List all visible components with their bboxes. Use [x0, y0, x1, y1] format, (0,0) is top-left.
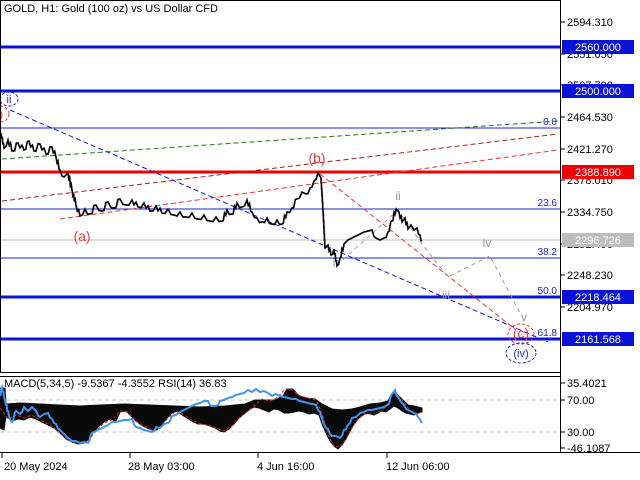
- wave-degree-label: (iv): [513, 348, 528, 360]
- fib-level-label: 23.6: [538, 198, 558, 209]
- y-axis-tick-label: 2248.230: [567, 270, 613, 282]
- price-badge-label: 2296.726: [575, 235, 621, 247]
- wave-label: iii: [442, 288, 450, 302]
- trendline: [59, 149, 559, 220]
- wave-label: (b): [308, 150, 325, 166]
- price-badge-label: 2560.000: [575, 42, 621, 54]
- indicator-axis-label: -46.1087: [567, 443, 610, 455]
- trendline: [319, 173, 517, 331]
- x-axis-date-label: 20 May 2024: [4, 461, 68, 473]
- trendline: [9, 109, 549, 343]
- wave-degree-circle: [0, 105, 10, 123]
- wave-degree-label: ii: [7, 94, 12, 106]
- y-axis-tick-label: 2204.970: [567, 302, 613, 314]
- wave-label: v: [521, 310, 527, 324]
- x-axis-date-label: 4 Jun 16:00: [257, 461, 315, 473]
- wave-label: ii: [395, 189, 400, 203]
- price-badge: [562, 290, 634, 304]
- fib-level-label: 38.2: [538, 247, 558, 258]
- price-series: [0, 132, 423, 268]
- price-badge: [562, 165, 634, 179]
- macd-area: [0, 387, 423, 450]
- price-badge-label: 2218.464: [575, 292, 621, 304]
- y-axis-tick-label: 2464.530: [567, 112, 613, 124]
- indicator-axis-label: 30.00: [567, 427, 595, 439]
- y-axis-tick-label: 2421.270: [567, 144, 613, 156]
- fib-level-label: 0.0: [543, 117, 557, 128]
- y-axis-tick-label: 2594.310: [567, 17, 613, 29]
- wave-label: iv: [483, 236, 492, 250]
- y-axis-tick-label: 2334.750: [567, 207, 613, 219]
- x-axis-date-label: 28 May 03:00: [128, 461, 195, 473]
- wave-forecast-path: [336, 209, 522, 316]
- trendline: [1, 133, 559, 202]
- wave-degree-circle: [505, 342, 537, 364]
- price-badge: [562, 40, 634, 54]
- x-axis-date-label: 12 Jun 06:00: [386, 461, 450, 473]
- wave-label: (a): [73, 228, 90, 244]
- price-badge-label: 2388.890: [575, 167, 621, 179]
- fib-level-label: 50.0: [538, 286, 558, 297]
- wave-degree-circle: [0, 91, 19, 107]
- indicator-axis-label: 70.00: [567, 395, 595, 407]
- wave-degree-label: i): [0, 109, 3, 121]
- wave-label: (c): [513, 325, 529, 341]
- price-badge: [562, 84, 634, 98]
- trendline: [1, 120, 559, 160]
- price-badge-label: 2161.568: [575, 334, 621, 346]
- price-badge-label: 2500.000: [575, 86, 621, 98]
- rsi-line: [0, 383, 423, 445]
- price-badge: [562, 332, 634, 346]
- indicator-axis-label: 35.4021: [567, 378, 607, 390]
- price-badge: [562, 233, 634, 247]
- chart-title: GOLD, H1: Gold (100 oz) vs US Dollar CFD: [4, 3, 218, 15]
- indicator-label: MACD(5,34,5) -9.5367 -4.3552 RSI(14) 36.…: [4, 378, 227, 390]
- wave-label: i: [333, 256, 336, 270]
- wave-label-circle: [507, 323, 535, 345]
- macd-signal-line: [0, 388, 423, 448]
- fib-level-label: 61.8: [538, 328, 558, 339]
